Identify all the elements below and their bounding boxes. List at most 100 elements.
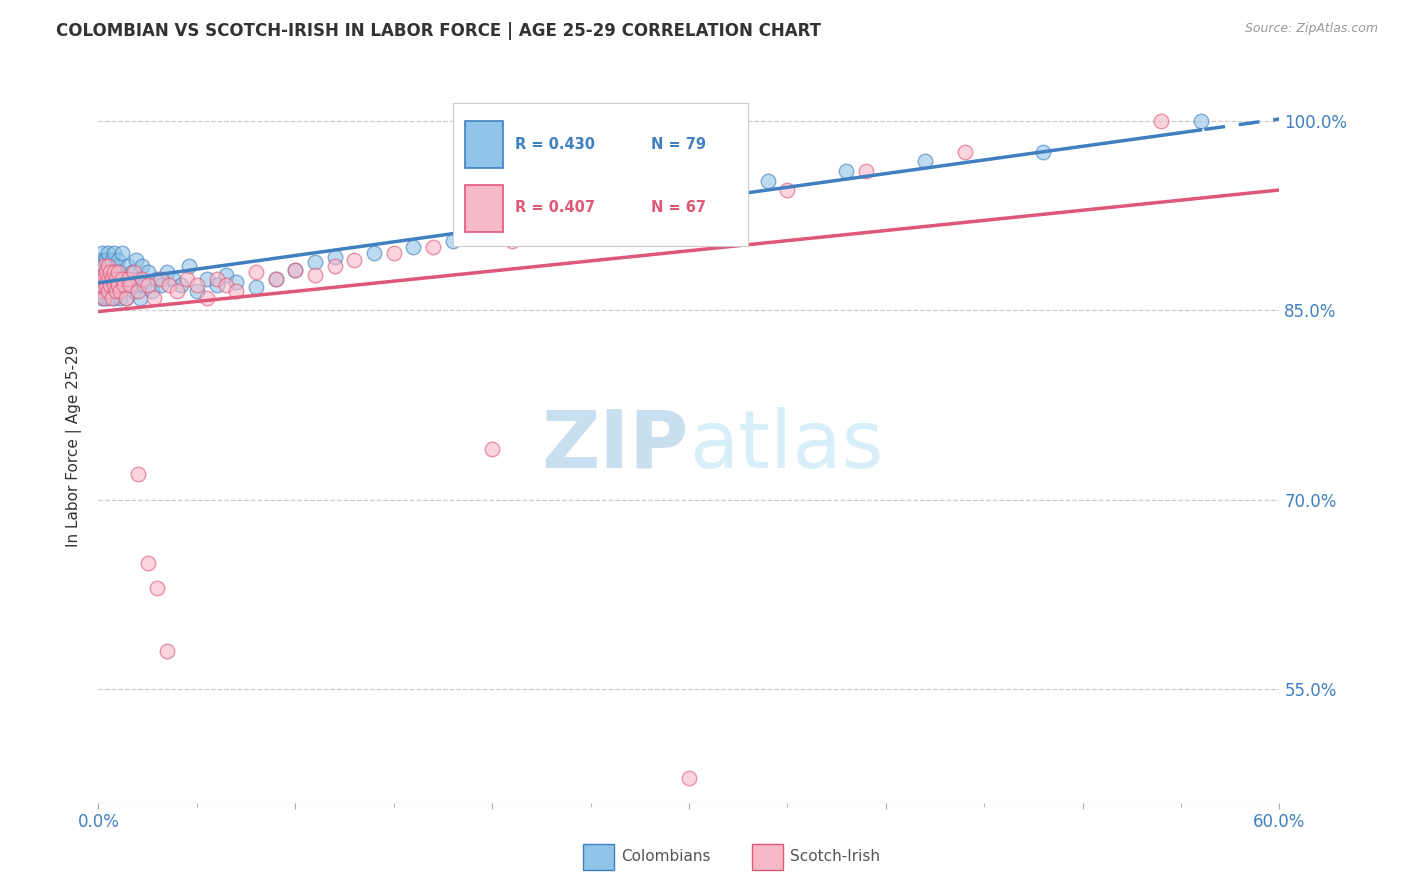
Point (914, 154, 936, 169)
Point (111, 246, 134, 260)
Point (93, 271, 115, 285)
Point (97, 259, 120, 273)
Point (101, 285, 124, 299)
Point (97, 271, 120, 285)
Point (658, 189, 681, 203)
Point (96, 265, 118, 279)
Point (658, 202, 681, 217)
Point (131, 271, 153, 285)
Point (835, 164, 858, 178)
Point (112, 277, 135, 292)
FancyBboxPatch shape (583, 844, 614, 870)
Point (108, 285, 131, 299)
Point (127, 467, 149, 482)
Point (89, 285, 111, 299)
Point (89, 271, 111, 285)
Point (103, 291, 125, 305)
Point (98, 259, 121, 273)
Point (540, 221, 562, 235)
Text: ZIP: ZIP (541, 407, 689, 485)
Point (697, 179, 720, 194)
Point (215, 277, 238, 292)
Point (195, 271, 218, 285)
Point (93, 291, 115, 305)
Point (131, 259, 153, 273)
Point (141, 285, 163, 299)
Point (323, 259, 346, 273)
Point (118, 277, 141, 292)
Point (93, 252, 115, 267)
Point (107, 277, 129, 292)
Point (96, 277, 118, 292)
Point (402, 240, 425, 254)
Point (245, 265, 267, 279)
Text: Source: ZipAtlas.com: Source: ZipAtlas.com (1244, 22, 1378, 36)
Point (93, 291, 115, 305)
Point (343, 252, 366, 267)
Point (142, 291, 165, 305)
Point (162, 271, 184, 285)
Point (284, 262, 307, 277)
Point (136, 265, 159, 279)
Point (245, 280, 267, 294)
Point (225, 285, 247, 299)
Point (105, 285, 128, 299)
Point (127, 271, 149, 285)
Point (122, 265, 145, 279)
Point (156, 265, 179, 279)
Point (98, 265, 121, 279)
Point (560, 215, 582, 229)
Point (105, 259, 128, 273)
Point (215, 268, 238, 282)
Point (122, 285, 145, 299)
Point (115, 291, 138, 305)
Point (89, 277, 111, 292)
Point (136, 277, 159, 292)
Text: COLOMBIAN VS SCOTCH-IRISH IN LABOR FORCE | AGE 25-29 CORRELATION CHART: COLOMBIAN VS SCOTCH-IRISH IN LABOR FORCE… (56, 22, 821, 40)
Point (108, 291, 131, 305)
Point (150, 271, 173, 285)
Point (89, 252, 111, 267)
Point (186, 277, 208, 292)
Point (101, 271, 124, 285)
Y-axis label: In Labor Force | Age 25-29: In Labor Force | Age 25-29 (66, 345, 83, 547)
Point (441, 234, 464, 248)
Point (520, 221, 543, 235)
Point (264, 271, 287, 285)
Point (97, 285, 120, 299)
Point (599, 202, 621, 217)
Point (170, 277, 193, 292)
Point (1150, 113, 1173, 128)
Point (756, 174, 779, 188)
Point (461, 227, 484, 242)
Point (96, 285, 118, 299)
Point (150, 277, 173, 292)
Point (93, 265, 115, 279)
Point (105, 277, 128, 292)
Point (177, 259, 200, 273)
Point (323, 250, 346, 264)
Point (91, 265, 114, 279)
Point (205, 271, 228, 285)
Point (105, 271, 128, 285)
Point (304, 255, 326, 269)
Point (382, 246, 405, 260)
Point (284, 262, 307, 277)
Text: atlas: atlas (689, 407, 883, 485)
Point (1032, 145, 1054, 160)
Point (176, 271, 198, 285)
Point (195, 291, 218, 305)
Point (97, 246, 120, 260)
Point (91, 271, 114, 285)
Point (225, 276, 247, 290)
Point (776, 183, 799, 197)
Point (96, 271, 118, 285)
Point (127, 285, 149, 299)
Point (125, 252, 148, 267)
Point (117, 271, 139, 285)
Point (678, 771, 700, 785)
Point (91, 291, 114, 305)
Point (107, 252, 129, 267)
Point (363, 246, 385, 260)
Point (98, 265, 121, 279)
